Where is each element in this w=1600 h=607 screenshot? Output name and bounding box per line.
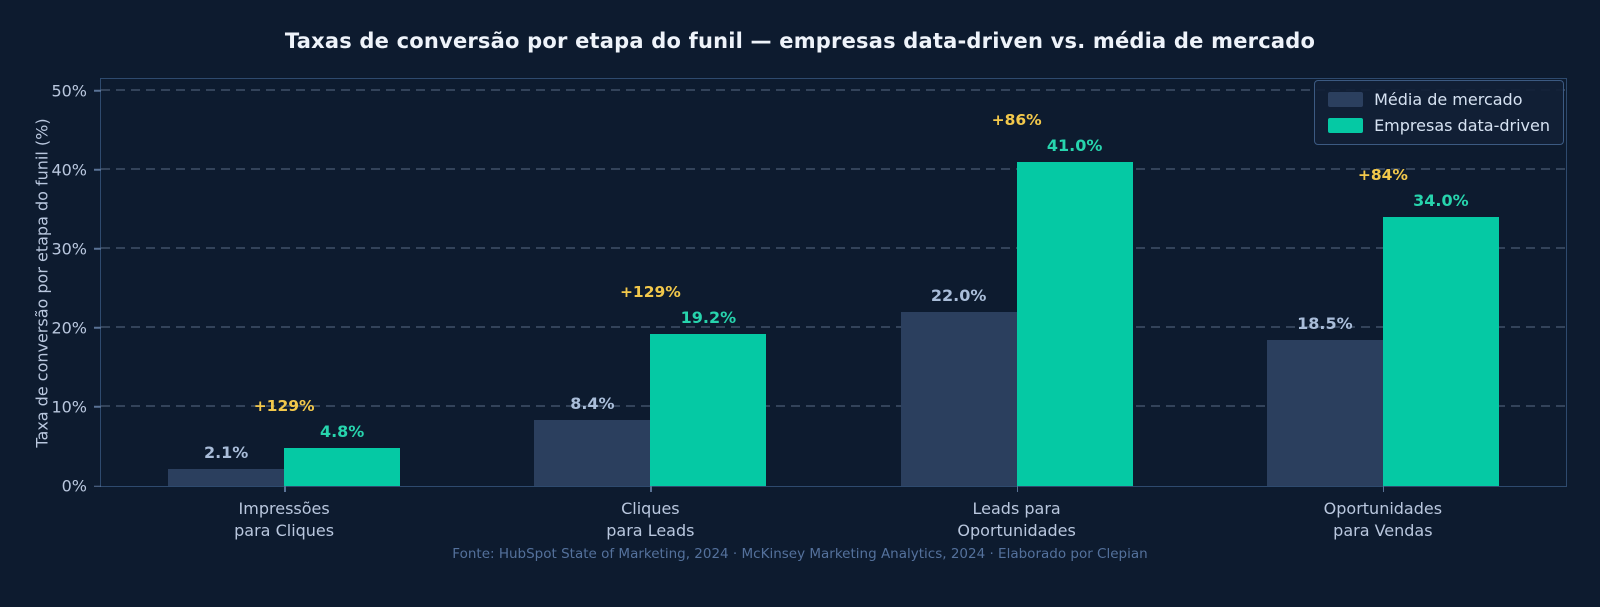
y-tick-label: 30%: [51, 239, 87, 259]
y-tick-mark: [94, 327, 101, 329]
chart-title: Taxas de conversão por etapa do funil — …: [284, 29, 1316, 53]
y-tick-label: 0%: [61, 476, 87, 496]
bar-group: 8.4% 19.2% +129% Cliques para Leads: [534, 79, 767, 540]
y-tick-mark: [94, 485, 101, 487]
value-label-datadriven: 41.0%: [1046, 135, 1103, 155]
y-tick-label: 50%: [51, 81, 87, 101]
value-label-market: 2.1%: [203, 443, 249, 463]
y-tick-label: 20%: [51, 318, 87, 338]
x-tick-label: Leads para Oportunidades: [957, 499, 1076, 541]
bar-group: 22.0% 41.0% +86% Leads para Oportunidades: [900, 79, 1133, 540]
y-tick-mark: [94, 406, 101, 408]
gridline: [101, 168, 1566, 170]
legend-label-market: Média de mercado: [1374, 90, 1523, 109]
legend-item-datadriven: Empresas data-driven: [1328, 116, 1550, 135]
legend-swatch-datadriven: [1328, 118, 1364, 133]
bar-datadriven: 4.8%: [284, 422, 401, 486]
bar-datadriven: 19.2%: [650, 308, 767, 486]
gridline: [101, 326, 1566, 328]
bar-market: 18.5%: [1266, 314, 1383, 486]
footer-note: Fonte: HubSpot State of Marketing, 2024 …: [452, 546, 1148, 562]
y-tick-mark: [94, 90, 101, 92]
x-tick-mark: [650, 486, 652, 492]
bar-market: 22.0%: [900, 286, 1017, 486]
delta-label: +84%: [1357, 166, 1408, 185]
gridline: [101, 405, 1566, 407]
value-label-market: 8.4%: [570, 393, 615, 413]
x-tick-label: Oportunidades para Vendas: [1323, 499, 1443, 541]
delta-label: +129%: [619, 283, 681, 302]
legend-item-market: Média de mercado: [1328, 90, 1550, 109]
bar-group: 18.5% 34.0% +84% Oportunidades para Vendas: [1266, 79, 1499, 540]
y-tick-mark: [94, 169, 101, 171]
value-label-datadriven: 34.0%: [1413, 191, 1469, 211]
bar-market: 2.1%: [168, 443, 285, 486]
plot-area: 0% 10% 20% 30% 40% 50% 2.1% 4.8% +129% Impressões…: [51, 78, 1567, 540]
delta-label: +86%: [991, 110, 1042, 129]
value-label-market: 18.5%: [1297, 313, 1353, 333]
y-tick-mark: [94, 248, 101, 250]
value-label-datadriven: 4.8%: [319, 422, 365, 442]
value-label-datadriven: 19.2%: [680, 308, 737, 328]
legend: Média de mercado Empresas data-driven: [1314, 80, 1564, 145]
bar-market: 8.4%: [534, 394, 651, 486]
gridline: [101, 247, 1566, 249]
x-tick-mark: [1016, 486, 1019, 492]
y-axis-label: Taxa de conversão por etapa do funil (%): [32, 118, 52, 448]
bar-group: 2.1% 4.8% +129% Impressões para Cliques: [168, 79, 401, 540]
legend-swatch-market: [1328, 92, 1364, 107]
y-tick-label: 40%: [51, 160, 87, 180]
value-label-market: 22.0%: [930, 286, 987, 306]
delta-label: +129%: [253, 397, 315, 416]
x-tick-mark: [1382, 486, 1385, 492]
x-tick-label: Impressões para Cliques: [234, 499, 335, 541]
bar-datadriven: 34.0%: [1382, 191, 1499, 486]
y-tick-label: 10%: [51, 397, 87, 417]
x-tick-label: Cliques para Leads: [606, 499, 695, 541]
legend-label-datadriven: Empresas data-driven: [1374, 116, 1550, 135]
gridline: [101, 89, 1566, 91]
bar-datadriven: 41.0%: [1016, 136, 1133, 486]
x-tick-mark: [284, 486, 286, 492]
